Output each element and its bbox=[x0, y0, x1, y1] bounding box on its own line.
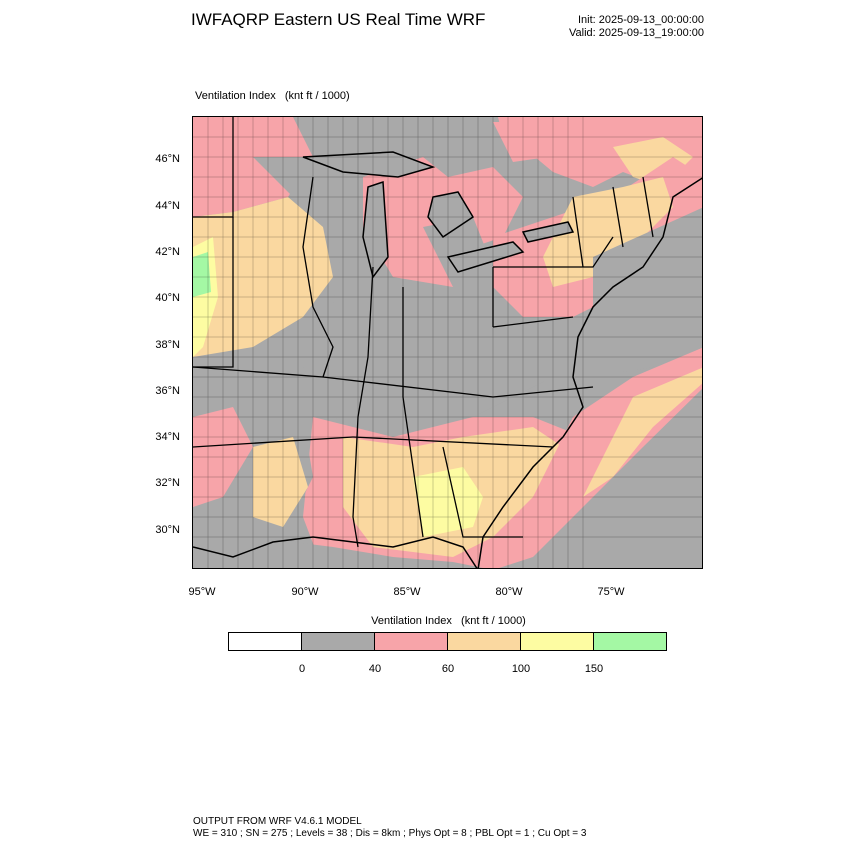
valid-time: Valid: 2025-09-13_19:00:00 bbox=[569, 27, 704, 39]
lat-label-30n: 30°N bbox=[155, 524, 180, 536]
legend-swatch bbox=[302, 633, 375, 650]
gulf-of-mexico bbox=[253, 537, 483, 568]
legend-swatch bbox=[594, 633, 666, 650]
lake-michigan bbox=[362, 180, 389, 279]
lat-label-44n: 44°N bbox=[155, 200, 180, 212]
legend-swatch bbox=[375, 633, 448, 650]
legend-label-60: 60 bbox=[441, 663, 455, 675]
model-info: OUTPUT FROM WRF V4.6.1 MODEL WE = 310 ; … bbox=[193, 816, 586, 840]
legend-title: Ventilation Index (knt ft / 1000) bbox=[371, 615, 526, 627]
lon-label-75w: 75°W bbox=[597, 586, 625, 598]
map-panel bbox=[192, 116, 703, 569]
county-boundaries bbox=[193, 117, 702, 568]
lat-label-38n: 38°N bbox=[155, 339, 180, 351]
legend-swatch bbox=[521, 633, 594, 650]
lon-label-80w: 80°W bbox=[495, 586, 523, 598]
lake-superior bbox=[302, 151, 436, 178]
plains-green-region bbox=[193, 252, 211, 297]
model-info-line-1: OUTPUT FROM WRF V4.6.1 MODEL bbox=[193, 816, 362, 827]
legend-label-40: 40 bbox=[368, 663, 382, 675]
lat-label-46n: 46°N bbox=[155, 153, 180, 165]
legend-label-100: 100 bbox=[511, 663, 531, 675]
lat-label-40n: 40°N bbox=[155, 292, 180, 304]
model-info-line-2: WE = 310 ; SN = 275 ; Levels = 38 ; Dis … bbox=[193, 828, 587, 839]
lon-label-85w: 85°W bbox=[393, 586, 421, 598]
field-label: Ventilation Index (knt ft / 1000) bbox=[195, 90, 350, 102]
legend-swatch bbox=[229, 633, 302, 650]
legend-label-150: 150 bbox=[584, 663, 604, 675]
lat-label-42n: 42°N bbox=[155, 246, 180, 258]
northeast-tan-region bbox=[543, 177, 673, 287]
gulf-coastline bbox=[193, 536, 478, 568]
lat-label-34n: 34°N bbox=[155, 431, 180, 443]
init-time: Init: 2025-09-13_00:00:00 bbox=[578, 14, 704, 26]
atlantic-ocean bbox=[593, 207, 702, 377]
color-legend-bar bbox=[228, 632, 667, 651]
ventilation-index-map bbox=[193, 117, 702, 568]
legend-label-0: 0 bbox=[298, 663, 306, 675]
lat-label-36n: 36°N bbox=[155, 385, 180, 397]
plot-title: IWFAQRP Eastern US Real Time WRF bbox=[191, 10, 486, 29]
lat-label-32n: 32°N bbox=[155, 477, 180, 489]
lon-label-90w: 90°W bbox=[291, 586, 319, 598]
legend-swatch bbox=[448, 633, 521, 650]
lon-label-95w: 95°W bbox=[188, 586, 216, 598]
lake-huron bbox=[427, 191, 475, 239]
